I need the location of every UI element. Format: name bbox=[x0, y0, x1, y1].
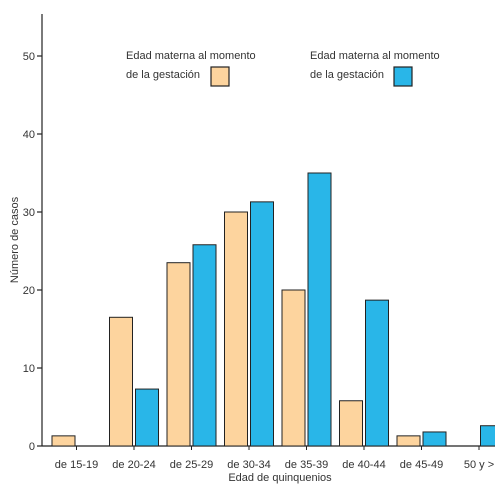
legend-swatch-1 bbox=[210, 66, 230, 87]
bar-series1-de-35-39 bbox=[281, 289, 306, 447]
y-tick-label: 40 bbox=[23, 129, 35, 141]
legend-item-2-line1: Edad materna al momento bbox=[310, 50, 440, 62]
bar-series2-de-20-24 bbox=[135, 388, 159, 447]
x-axis-title: Edad de quinquenios bbox=[228, 472, 332, 484]
bar-series2-de-45-49 bbox=[422, 431, 447, 447]
x-category-label: de 40-44 bbox=[342, 459, 385, 471]
legend-item-2-line2: de la gestación bbox=[310, 69, 384, 81]
bar-series1-de-25-29 bbox=[166, 262, 191, 447]
x-category-label: de 25-29 bbox=[170, 459, 213, 471]
bar-series2-de-30-34 bbox=[250, 201, 274, 447]
bar-series1-de-15-19 bbox=[51, 435, 76, 447]
bar-series2-de-25-29 bbox=[192, 244, 217, 447]
x-category-label: de 45-49 bbox=[400, 459, 443, 471]
y-axis-title: Número de casos bbox=[9, 196, 21, 283]
legend-item-1-line2: de la gestación bbox=[126, 69, 200, 81]
x-categories: de 15-19 de 20-24 de 25-29 de 30-34 de 35-39… bbox=[55, 446, 494, 471]
x-category-label: 50 y > bbox=[464, 459, 494, 471]
bar-series2-de-35-39 bbox=[307, 172, 332, 447]
bar-series2-50-y- bbox=[480, 425, 495, 447]
bar-series1-de-20-24 bbox=[109, 316, 133, 447]
bar-series1-de-40-44 bbox=[339, 400, 363, 447]
y-tick-label: 30 bbox=[23, 207, 35, 219]
legend-item-1-line1: Edad materna al momento bbox=[126, 50, 256, 62]
x-category-label: de 30-34 bbox=[227, 459, 270, 471]
x-category-label: de 35-39 bbox=[285, 459, 328, 471]
legend-item-1: Edad materna al momento de la gestación bbox=[126, 50, 256, 87]
y-tick-label: 20 bbox=[23, 285, 35, 297]
bar-series2-de-40-44 bbox=[365, 299, 389, 447]
y-tick-label: 10 bbox=[23, 363, 35, 375]
bars bbox=[51, 172, 495, 447]
y-ticks: 0 10 20 30 40 50 bbox=[23, 51, 42, 453]
bar-series1-de-45-49 bbox=[396, 435, 421, 447]
legend-swatch-2 bbox=[393, 66, 413, 87]
y-tick-label: 0 bbox=[29, 441, 35, 453]
legend: Edad materna al momento de la gestación … bbox=[126, 50, 440, 87]
y-tick-label: 50 bbox=[23, 51, 35, 63]
bar-series1-de-30-34 bbox=[224, 211, 248, 447]
legend-item-2: Edad materna al momento de la gestación bbox=[310, 50, 440, 87]
x-category-label: de 20-24 bbox=[112, 459, 155, 471]
x-category-label: de 15-19 bbox=[55, 459, 98, 471]
